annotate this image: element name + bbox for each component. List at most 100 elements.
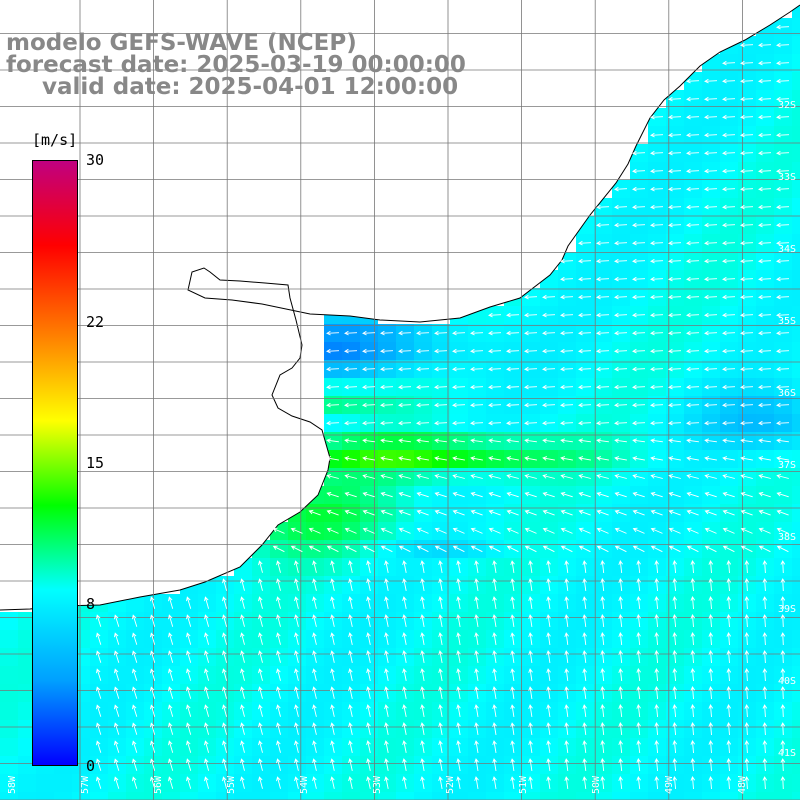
wind-arrow xyxy=(452,545,465,553)
wind-arrow xyxy=(690,614,696,628)
wind-arrow xyxy=(276,668,281,681)
wind-arrow xyxy=(600,596,605,610)
wind-speed-cell xyxy=(522,792,540,800)
wind-arrow xyxy=(560,456,573,461)
wind-arrow xyxy=(654,686,659,700)
wind-arrow xyxy=(582,614,587,627)
wind-arrow xyxy=(204,686,210,699)
wind-arrow xyxy=(596,527,609,534)
wind-speed-cell xyxy=(792,144,800,162)
wind-arrow xyxy=(776,312,790,318)
wind-arrow xyxy=(488,474,501,479)
wind-speed-cell xyxy=(216,792,234,800)
wind-arrow xyxy=(560,384,574,390)
wind-arrow xyxy=(614,204,628,210)
wind-speed-cell xyxy=(792,396,800,414)
wind-arrow xyxy=(222,578,228,591)
wind-arrow xyxy=(330,560,335,573)
wind-arrow xyxy=(686,491,699,498)
wind-arrow xyxy=(312,668,317,681)
wind-arrow xyxy=(95,632,102,645)
wind-arrow xyxy=(780,578,786,592)
wind-arrow xyxy=(510,596,515,609)
wind-arrow xyxy=(131,740,138,753)
wind-arrow xyxy=(726,596,732,610)
wind-arrow xyxy=(722,186,736,192)
wind-arrow xyxy=(222,740,228,753)
wind-arrow xyxy=(654,722,659,736)
wind-arrow xyxy=(722,258,736,264)
wind-arrow xyxy=(596,276,610,282)
coastline xyxy=(0,4,800,611)
wind-speed-cell xyxy=(792,684,800,702)
wind-arrow xyxy=(672,578,678,592)
wind-arrow xyxy=(398,491,411,498)
wind-arrow xyxy=(506,330,520,336)
wind-arrow xyxy=(776,438,789,443)
wind-arrow xyxy=(524,420,538,426)
wind-arrow xyxy=(95,650,102,663)
wind-arrow xyxy=(776,240,790,246)
wind-arrow xyxy=(578,420,592,426)
wind-speed-cell xyxy=(576,792,594,800)
wind-arrow xyxy=(506,420,520,426)
wind-arrow xyxy=(780,722,786,736)
wind-arrow xyxy=(488,420,502,426)
wind-arrow xyxy=(222,686,228,699)
wind-arrow xyxy=(326,509,339,516)
wind-arrow xyxy=(510,632,515,645)
wind-arrow xyxy=(276,722,281,735)
wind-arrow xyxy=(474,596,479,609)
wind-arrow xyxy=(776,222,790,228)
wind-speed-cell xyxy=(180,792,198,800)
wind-arrow xyxy=(456,740,461,753)
wind-arrow xyxy=(456,758,461,771)
wind-arrow xyxy=(578,545,591,553)
wind-speed-cell xyxy=(18,648,36,666)
wind-arrow xyxy=(704,276,718,282)
wind-arrow xyxy=(456,722,461,735)
wind-arrow xyxy=(596,491,609,498)
wind-arrow xyxy=(452,491,465,498)
wind-arrow xyxy=(149,596,156,609)
wind-arrow xyxy=(744,596,750,610)
wind-speed-cell xyxy=(792,792,800,800)
wind-arrow xyxy=(113,704,120,717)
wind-arrow xyxy=(582,722,587,735)
wind-arrow xyxy=(542,491,555,498)
wind-arrow xyxy=(470,491,483,498)
wind-speed-cell xyxy=(18,792,36,800)
latitude-label: 36S xyxy=(777,388,796,399)
wind-arrow xyxy=(510,704,515,717)
wind-arrow xyxy=(416,384,430,390)
wind-arrow xyxy=(294,686,299,699)
wind-arrow xyxy=(420,722,425,735)
forecast-date: forecast date: 2025-03-19 00:00:00 xyxy=(6,52,466,78)
wind-arrow xyxy=(578,527,591,534)
wind-arrow xyxy=(330,632,335,645)
wind-arrow xyxy=(776,78,790,84)
wind-arrow xyxy=(366,686,371,699)
wind-arrow xyxy=(384,668,389,681)
wind-speed-cell xyxy=(36,792,54,800)
longitude-label: 58W xyxy=(7,775,18,794)
wind-arrow xyxy=(650,420,664,426)
wind-arrow xyxy=(686,366,700,372)
wind-arrow xyxy=(600,578,605,592)
wind-speed-cell xyxy=(0,720,18,738)
wind-arrow xyxy=(758,186,772,192)
wind-arrow xyxy=(384,560,389,573)
wind-arrow xyxy=(362,348,376,354)
wind-arrow xyxy=(690,668,696,682)
wind-arrow xyxy=(614,456,627,461)
wind-arrow xyxy=(758,402,772,408)
wind-arrow xyxy=(524,294,538,300)
wind-arrow xyxy=(380,384,394,390)
wind-arrow xyxy=(326,545,339,553)
wind-arrow xyxy=(366,758,371,771)
wind-arrow xyxy=(95,740,102,753)
wind-arrow xyxy=(632,186,646,192)
wind-arrow xyxy=(434,438,447,443)
wind-arrow xyxy=(708,614,714,628)
wind-arrow xyxy=(402,596,407,609)
